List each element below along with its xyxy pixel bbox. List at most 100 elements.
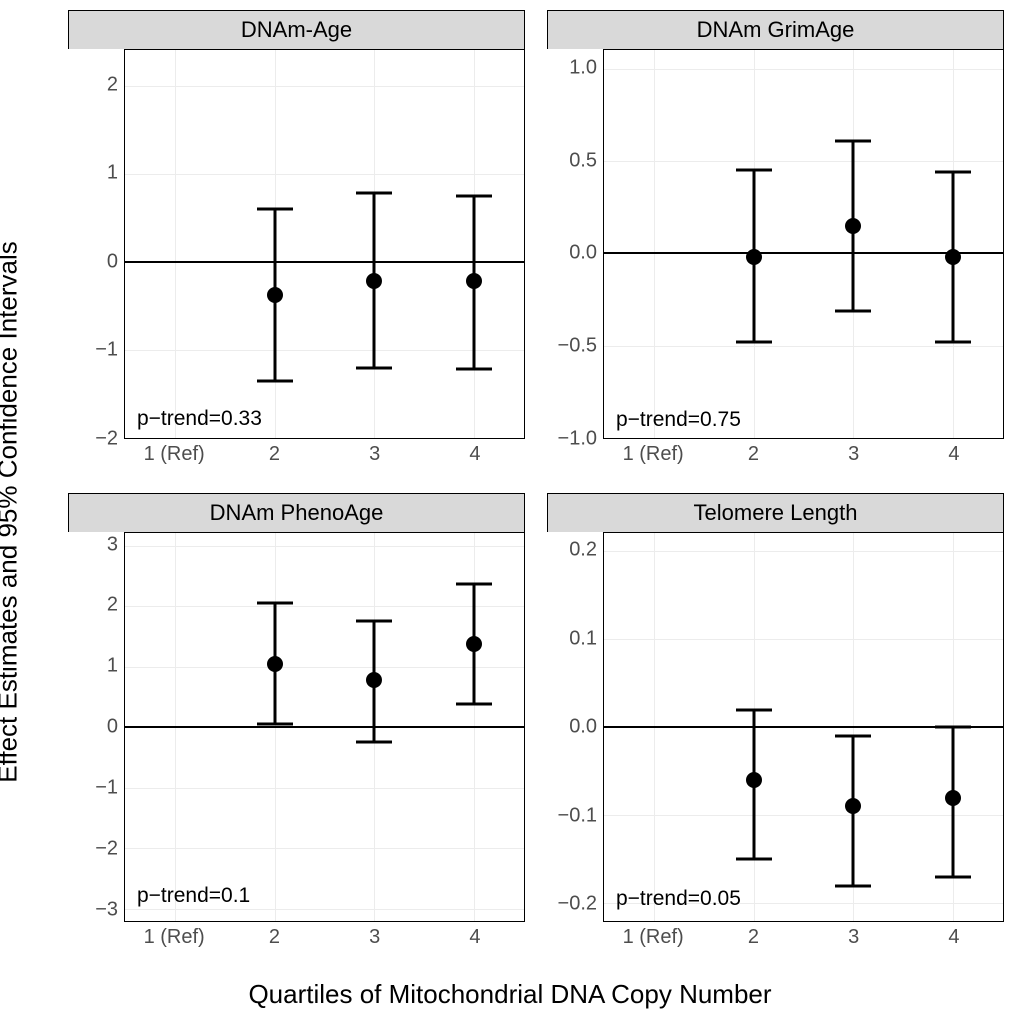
- panel-title-strip: DNAm PhenoAge: [68, 493, 525, 532]
- y-tick-mark: [124, 545, 125, 546]
- plot-wrap: −3−2−10123p−trend=0.1: [68, 532, 525, 922]
- panel-title-strip: DNAm-Age: [68, 10, 525, 49]
- data-point: [466, 636, 482, 652]
- x-tick-label: 3: [848, 926, 859, 949]
- x-tick-label: 1 (Ref): [623, 443, 684, 466]
- gridline-horizontal: [125, 848, 524, 849]
- errorbar-cap: [736, 341, 772, 344]
- gridline-horizontal: [604, 551, 1003, 552]
- errorbar-cap: [835, 735, 871, 738]
- x-tick-label: 3: [848, 443, 859, 466]
- errorbar-cap: [356, 192, 392, 195]
- y-tick-mark: [124, 908, 125, 909]
- errorbar-cap: [257, 379, 293, 382]
- zero-reference-line: [125, 261, 524, 263]
- y-tick-label: 3: [107, 533, 118, 556]
- y-tick-mark: [124, 85, 125, 86]
- errorbar-cap: [456, 582, 492, 585]
- gridline-horizontal: [125, 86, 524, 87]
- p-trend-annotation: p−trend=0.05: [616, 887, 741, 911]
- gridline-horizontal: [125, 788, 524, 789]
- x-axis-title: Quartiles of Mitochondrial DNA Copy Numb…: [0, 979, 1020, 1010]
- y-tick-label: 0.0: [569, 242, 597, 265]
- x-tick-label: 2: [269, 926, 280, 949]
- zero-reference-line: [604, 252, 1003, 254]
- errorbar-cap: [356, 740, 392, 743]
- chart-panel: Telomere Length−0.2−0.10.00.10.2p−trend=…: [547, 493, 1004, 954]
- y-tick-label: 2: [107, 594, 118, 617]
- y-axis-ticks: −2−1012: [68, 49, 124, 439]
- figure-root: Effect Estimates and 95% Confidence Inte…: [0, 0, 1020, 1024]
- gridline-horizontal: [604, 815, 1003, 816]
- gridline-horizontal: [125, 174, 524, 175]
- gridline-horizontal: [125, 546, 524, 547]
- y-tick-label: −1: [95, 339, 118, 362]
- gridline-horizontal: [125, 909, 524, 910]
- plot-area: p−trend=0.75: [603, 49, 1004, 439]
- y-tick-label: 0.2: [569, 539, 597, 562]
- data-point: [845, 798, 861, 814]
- gridline-horizontal: [604, 639, 1003, 640]
- y-tick-mark: [603, 815, 604, 816]
- data-point: [366, 672, 382, 688]
- chart-panel: DNAm PhenoAge−3−2−10123p−trend=0.11 (Ref…: [68, 493, 525, 954]
- y-tick-mark: [124, 349, 125, 350]
- x-axis-ticks: 1 (Ref)234: [603, 922, 1004, 954]
- data-point: [845, 218, 861, 234]
- errorbar-cap: [736, 858, 772, 861]
- data-point: [366, 273, 382, 289]
- chart-panel: DNAm-Age−2−1012p−trend=0.331 (Ref)234: [68, 10, 525, 471]
- errorbar-cap: [456, 194, 492, 197]
- y-tick-mark: [603, 903, 604, 904]
- y-tick-label: −2: [95, 428, 118, 451]
- errorbar-cap: [935, 726, 971, 729]
- plot-wrap: −2−1012p−trend=0.33: [68, 49, 525, 439]
- x-tick-label: 3: [369, 443, 380, 466]
- errorbar-cap: [736, 169, 772, 172]
- errorbar-cap: [736, 708, 772, 711]
- y-tick-mark: [603, 551, 604, 552]
- y-axis-ticks: −1.0−0.50.00.51.0: [547, 49, 603, 439]
- panel-title-strip: DNAm GrimAge: [547, 10, 1004, 49]
- data-point: [466, 273, 482, 289]
- data-point: [267, 287, 283, 303]
- plot-wrap: −1.0−0.50.00.51.0p−trend=0.75: [547, 49, 1004, 439]
- y-tick-label: −1.0: [558, 428, 597, 451]
- gridline-vertical: [175, 50, 176, 438]
- gridline-horizontal: [604, 346, 1003, 347]
- errorbar-cap: [935, 171, 971, 174]
- y-tick-label: −0.5: [558, 335, 597, 358]
- errorbar-cap: [835, 309, 871, 312]
- x-tick-label: 2: [748, 443, 759, 466]
- x-axis-ticks: 1 (Ref)234: [603, 439, 1004, 471]
- data-point: [267, 656, 283, 672]
- y-tick-label: 0: [107, 716, 118, 739]
- x-tick-label: 1 (Ref): [144, 443, 205, 466]
- p-trend-annotation: p−trend=0.33: [137, 407, 262, 431]
- y-tick-mark: [603, 68, 604, 69]
- y-tick-mark: [124, 666, 125, 667]
- x-tick-label: 3: [369, 926, 380, 949]
- y-tick-mark: [124, 787, 125, 788]
- zero-reference-line: [125, 726, 524, 728]
- data-point: [746, 772, 762, 788]
- y-tick-mark: [124, 606, 125, 607]
- y-tick-label: 0.5: [569, 149, 597, 172]
- gridline-horizontal: [604, 161, 1003, 162]
- gridline-horizontal: [125, 350, 524, 351]
- p-trend-annotation: p−trend=0.1: [137, 884, 250, 908]
- errorbar-cap: [835, 884, 871, 887]
- x-axis-ticks: 1 (Ref)234: [124, 439, 525, 471]
- errorbar-cap: [935, 341, 971, 344]
- x-tick-label: 2: [748, 926, 759, 949]
- x-tick-label: 2: [269, 443, 280, 466]
- errorbar-cap: [257, 207, 293, 210]
- y-tick-mark: [603, 161, 604, 162]
- panel-grid: DNAm-Age−2−1012p−trend=0.331 (Ref)234DNA…: [68, 10, 1004, 954]
- y-tick-label: −2: [95, 837, 118, 860]
- gridline-horizontal: [125, 606, 524, 607]
- data-point: [746, 249, 762, 265]
- y-tick-label: 2: [107, 73, 118, 96]
- plot-wrap: −0.2−0.10.00.10.2p−trend=0.05: [547, 532, 1004, 922]
- y-tick-mark: [603, 639, 604, 640]
